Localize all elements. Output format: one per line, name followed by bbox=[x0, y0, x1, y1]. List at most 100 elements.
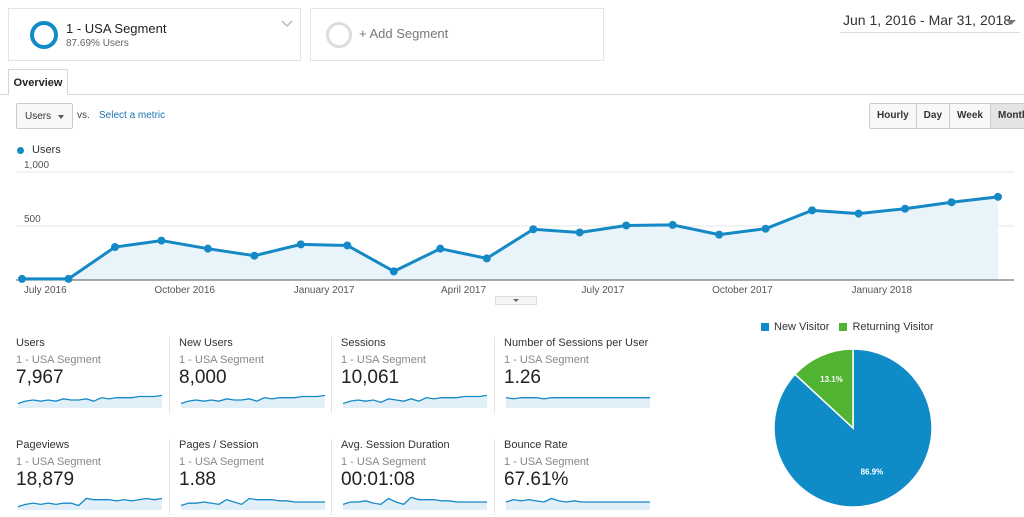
metric-tile[interactable]: Pageviews 1 - USA Segment 18,879 bbox=[16, 439, 176, 517]
users-data-point[interactable] bbox=[110, 243, 119, 252]
x-tick-label: October 2016 bbox=[154, 285, 215, 296]
select-metric-link[interactable]: Select a metric bbox=[99, 110, 166, 121]
chart-resize-handle[interactable] bbox=[495, 296, 537, 305]
users-data-point[interactable] bbox=[575, 228, 584, 237]
vs-label: vs. bbox=[77, 110, 90, 121]
metric-title: Sessions bbox=[341, 337, 386, 349]
tile-divider bbox=[331, 337, 332, 413]
day-button[interactable]: Day bbox=[916, 104, 951, 128]
new-visitor-label: New Visitor bbox=[774, 321, 830, 333]
metric-tile[interactable]: New Users 1 - USA Segment 8,000 bbox=[179, 337, 339, 417]
metric-title: Number of Sessions per User bbox=[504, 337, 649, 349]
metric-title: Users bbox=[16, 337, 45, 349]
metric-segment: 1 - USA Segment bbox=[341, 354, 426, 366]
metric-value: 00:01:08 bbox=[341, 469, 415, 490]
x-tick-label: July 2016 bbox=[24, 285, 67, 296]
sparkline-fill bbox=[506, 498, 650, 510]
metric-sparkline bbox=[342, 496, 487, 510]
users-data-point[interactable] bbox=[994, 192, 1002, 201]
metric-tile[interactable]: Avg. Session Duration 1 - USA Segment 00:0… bbox=[341, 439, 501, 517]
users-data-point[interactable] bbox=[343, 241, 352, 250]
pie-slice-returning-visitor[interactable] bbox=[794, 348, 854, 430]
metric-title: New Users bbox=[179, 337, 233, 349]
metric-value: 8,000 bbox=[179, 367, 227, 388]
week-button[interactable]: Week bbox=[950, 104, 991, 128]
sparkline-fill bbox=[343, 395, 487, 408]
add-segment-card[interactable]: + Add Segment bbox=[310, 8, 604, 61]
users-data-point[interactable] bbox=[761, 224, 770, 233]
metric-title: Pageviews bbox=[16, 439, 70, 451]
sparkline-line bbox=[505, 497, 650, 503]
sparkline-fill bbox=[506, 397, 650, 408]
chevron-down-icon[interactable] bbox=[281, 17, 293, 29]
users-data-point[interactable] bbox=[296, 240, 305, 249]
month-button[interactable]: Month bbox=[990, 104, 1024, 128]
metric-title: Bounce Rate bbox=[504, 439, 568, 451]
metric-segment: 1 - USA Segment bbox=[504, 354, 589, 366]
legend-users-label[interactable]: Users bbox=[32, 144, 61, 156]
users-data-point[interactable] bbox=[203, 244, 212, 253]
segment-ring-icon bbox=[30, 21, 58, 49]
metric-tile[interactable]: Number of Sessions per User 1 - USA Segme… bbox=[504, 337, 664, 417]
segment-name: 1 - USA Segment bbox=[66, 21, 167, 36]
empty-segment-ring-icon bbox=[326, 22, 352, 48]
pie-slice-label: 13.1% bbox=[820, 375, 843, 384]
metric-tile[interactable]: Pages / Session 1 - USA Segment 1.88 bbox=[179, 439, 339, 517]
metric-tile[interactable]: Users 1 - USA Segment 7,967 bbox=[16, 337, 176, 417]
users-data-point[interactable] bbox=[529, 225, 538, 234]
tile-divider bbox=[169, 337, 170, 413]
metric-value: 1.88 bbox=[179, 469, 216, 490]
metric-value: 67.61% bbox=[504, 469, 569, 490]
period-button-group: Hourly Day Week Month bbox=[869, 103, 1024, 129]
users-data-point[interactable] bbox=[622, 221, 631, 230]
x-tick-label: January 2018 bbox=[852, 285, 913, 296]
users-data-point[interactable] bbox=[157, 236, 166, 245]
metric-value: 10,061 bbox=[341, 367, 400, 388]
metric-tile[interactable]: Sessions 1 - USA Segment 10,061 bbox=[341, 337, 501, 417]
date-range-label: Jun 1, 2016 - Mar 31, 2018 bbox=[843, 12, 1012, 28]
sparkline-fill bbox=[18, 395, 162, 408]
users-data-point[interactable] bbox=[901, 204, 910, 213]
hourly-button[interactable]: Hourly bbox=[870, 104, 917, 128]
pie-legend: New Visitor Returning Visitor bbox=[761, 321, 934, 333]
users-data-point[interactable] bbox=[64, 274, 73, 283]
segment-card-usa[interactable]: 1 - USA Segment 87.69% Users bbox=[8, 8, 301, 61]
sparkline-line bbox=[180, 394, 325, 405]
metric-sparkline bbox=[17, 497, 162, 510]
users-data-point[interactable] bbox=[482, 254, 491, 263]
tile-divider bbox=[169, 439, 170, 515]
users-data-point[interactable] bbox=[947, 198, 956, 207]
caret-down-icon bbox=[1006, 20, 1016, 25]
pie-legend-new-visitor[interactable]: New Visitor bbox=[761, 321, 829, 333]
x-tick-label: October 2017 bbox=[712, 285, 773, 296]
metric-sparkline bbox=[505, 397, 650, 408]
pie-slice-label: 86.9% bbox=[861, 467, 884, 476]
metric-sparkline bbox=[180, 497, 325, 510]
users-data-point[interactable] bbox=[668, 220, 677, 229]
returning-visitor-swatch bbox=[839, 323, 848, 331]
users-data-point[interactable] bbox=[389, 267, 398, 276]
users-data-point[interactable] bbox=[808, 206, 817, 215]
metric-segment: 1 - USA Segment bbox=[504, 456, 589, 468]
metric-dropdown[interactable]: Users bbox=[16, 103, 73, 129]
date-range-picker[interactable]: Jun 1, 2016 - Mar 31, 2018 bbox=[840, 9, 1020, 33]
users-data-point[interactable] bbox=[854, 209, 863, 218]
legend-users-swatch bbox=[17, 147, 24, 154]
x-tick-label: July 2017 bbox=[582, 285, 625, 296]
sparkline-fill bbox=[181, 395, 325, 408]
users-data-point[interactable] bbox=[18, 274, 26, 283]
users-data-point[interactable] bbox=[250, 251, 259, 260]
metric-value: 18,879 bbox=[16, 469, 75, 490]
users-data-point[interactable] bbox=[715, 230, 724, 239]
segment-percentage: 87.69% Users bbox=[66, 38, 129, 49]
tab-overview[interactable]: Overview bbox=[8, 69, 68, 95]
pie-legend-returning-visitor[interactable]: Returning Visitor bbox=[839, 321, 934, 333]
sparkline-fill bbox=[343, 497, 487, 510]
users-series-line bbox=[22, 195, 999, 281]
sparkline-line bbox=[342, 496, 487, 506]
metric-title: Pages / Session bbox=[179, 439, 259, 451]
metric-title: Avg. Session Duration bbox=[341, 439, 450, 451]
metric-segment: 1 - USA Segment bbox=[16, 456, 101, 468]
metric-tile[interactable]: Bounce Rate 1 - USA Segment 67.61% bbox=[504, 439, 664, 517]
users-data-point[interactable] bbox=[436, 244, 445, 253]
